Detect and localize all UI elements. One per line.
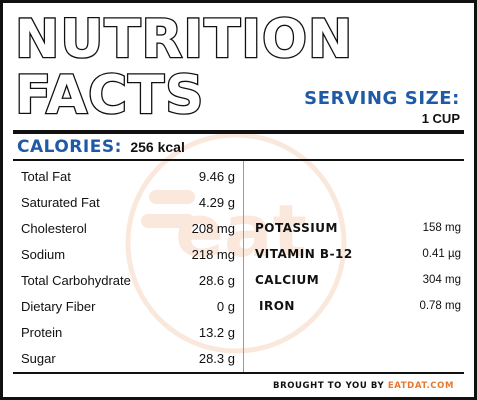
mineral-row-iron: IRON 0.78 mg (255, 296, 461, 316)
calories-line: CALORIES: 256 kcal (17, 137, 185, 158)
calories-divider (13, 159, 464, 161)
mineral-row-potassium: POTASSIUM 158 mg (255, 218, 461, 238)
nutrient-value: 28.6 g (198, 272, 235, 288)
mineral-row-vitamin-b12: VITAMIN B-12 0.41 µg (255, 244, 461, 264)
footer-brand-link[interactable]: EATDAT.COM (387, 381, 454, 391)
nutrient-name: Saturated Fat (21, 194, 100, 210)
mineral-value: 158 mg (422, 222, 461, 234)
nutrient-value: 208 mg (191, 220, 235, 236)
nutrient-name: Sugar (21, 350, 56, 366)
nutrient-name: Total Carbohydrate (21, 272, 131, 288)
mineral-name: POTASSIUM (255, 221, 338, 235)
eatdat-logo-watermark: eat (125, 132, 347, 354)
mineral-value: 0.78 mg (419, 300, 461, 312)
serving-size-label: SERVING SIZE: (304, 88, 460, 109)
mineral-name: CALCIUM (255, 273, 320, 287)
mineral-row-calcium: CALCIUM 304 mg (255, 270, 461, 290)
mineral-value: 0.41 µg (422, 248, 461, 260)
nutrient-row-sugar: Sugar 28.3 g (21, 348, 235, 368)
nutrient-row-total-carbohydrate: Total Carbohydrate 28.6 g (21, 270, 235, 290)
calories-value: 256 kcal (130, 139, 185, 155)
nutrient-name: Dietary Fiber (21, 298, 96, 314)
serving-size-value: 1 CUP (421, 111, 460, 126)
title-facts: FACTS (14, 65, 205, 126)
nutrient-row-saturated-fat: Saturated Fat 4.29 g (21, 192, 235, 212)
nutrient-row-dietary-fiber: Dietary Fiber 0 g (21, 296, 235, 316)
mineral-name: VITAMIN B-12 (255, 247, 353, 261)
nutrient-value: 28.3 g (198, 350, 235, 366)
footer-text: BROUGHT TO YOU BY (272, 381, 385, 391)
nutrient-name: Protein (21, 324, 63, 340)
mineral-name: IRON (259, 299, 295, 313)
svg-text:eat: eat (175, 189, 307, 273)
nutrient-value: 218 mg (191, 246, 235, 262)
nutrient-name: Cholesterol (21, 220, 87, 236)
nutrient-value: 4.29 g (198, 194, 235, 210)
nutrient-row-sodium: Sodium 218 mg (21, 244, 235, 264)
bottom-divider (13, 372, 464, 374)
nutrient-value: 0 g (216, 298, 235, 314)
nutrient-row-protein: Protein 13.2 g (21, 322, 235, 342)
calories-label: CALORIES: (17, 137, 122, 157)
column-divider (243, 161, 244, 373)
nutrient-row-cholesterol: Cholesterol 208 mg (21, 218, 235, 238)
title-nutrition: NUTRITION (14, 9, 354, 70)
nutrient-row-total-fat: Total Fat 9.46 g (21, 166, 235, 186)
nutrient-value: 13.2 g (198, 324, 235, 340)
nutrient-value: 9.46 g (198, 168, 235, 184)
footer-credit: BROUGHT TO YOU BY EATDAT.COM (273, 381, 454, 391)
nutrient-name: Sodium (21, 246, 66, 262)
mineral-value: 304 mg (422, 274, 461, 286)
nutrient-name: Total Fat (21, 168, 71, 184)
top-divider (13, 130, 464, 134)
